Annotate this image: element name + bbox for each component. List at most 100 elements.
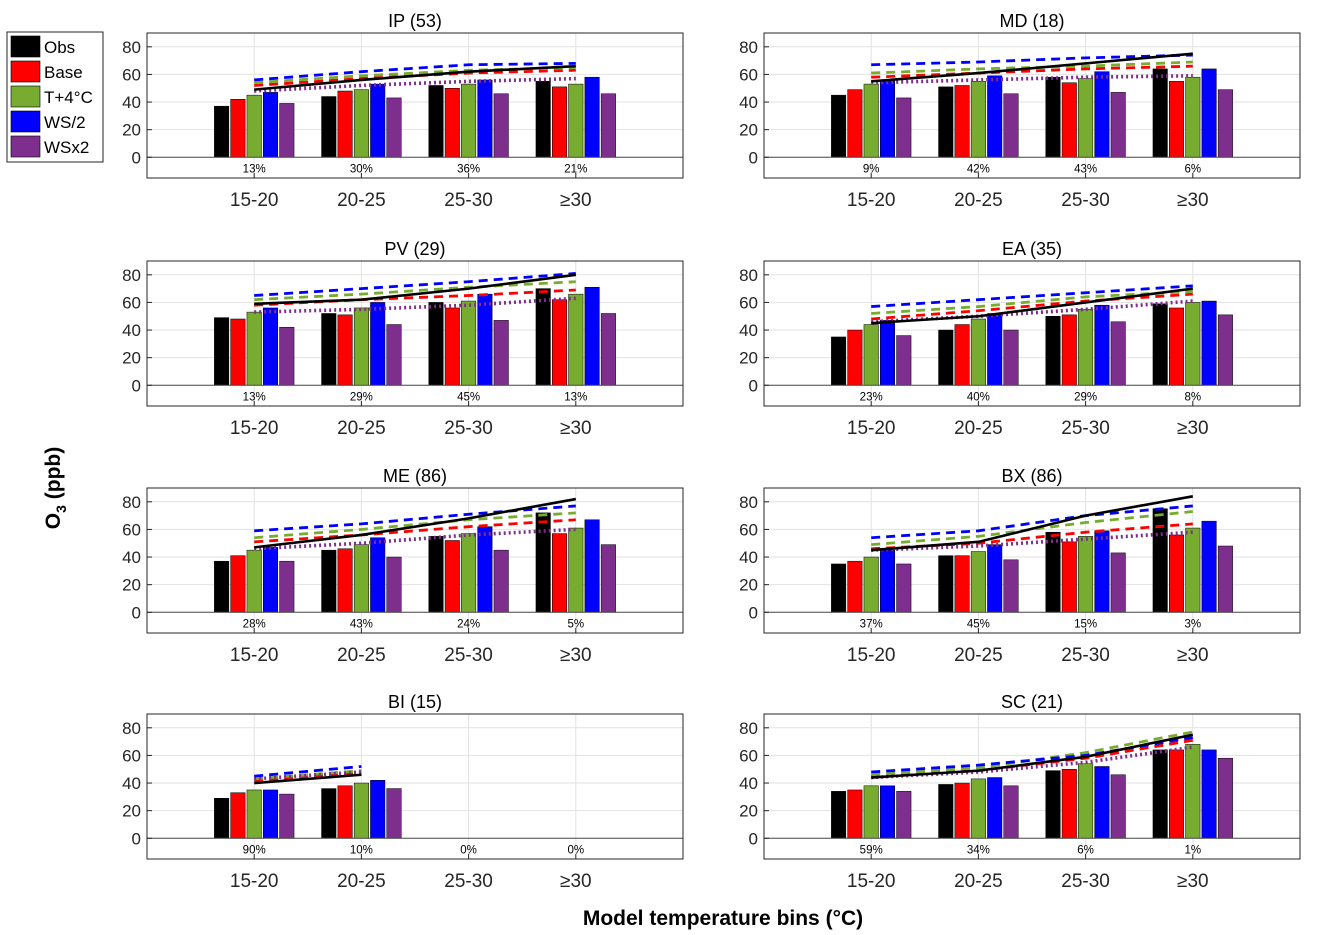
bar-0-2 — [428, 536, 444, 613]
trend-line-t4c — [871, 289, 1193, 315]
bin-percent-label: 45% — [967, 618, 990, 630]
bar-3-2 — [1094, 530, 1110, 613]
panel-7: 0 20 40 60 80 15-20 20-25 25-30 ≥30 59% 34% 6% 1% SC … — [739, 692, 1301, 892]
bar-1-1 — [337, 90, 353, 158]
bar-1-0 — [230, 555, 246, 613]
bar-4-3 — [1217, 89, 1233, 158]
bar-0-2 — [1045, 315, 1061, 386]
x-tick-label: 15-20 — [230, 871, 279, 892]
bin-percent-label: 13% — [243, 163, 266, 175]
y-tick-label: 80 — [122, 493, 141, 512]
trend-line-wsx2 — [871, 530, 1193, 552]
bar-1-1 — [337, 548, 353, 613]
bar-4-3 — [1217, 314, 1233, 386]
bar-1-0 — [847, 329, 863, 386]
bar-4-1 — [1003, 93, 1019, 158]
bar-3-3 — [1201, 68, 1217, 158]
trend-line-ws2 — [254, 504, 576, 533]
bar-4-1 — [1003, 559, 1019, 613]
bar-3-1 — [370, 537, 386, 613]
x-tick-label: ≥30 — [1177, 418, 1209, 439]
bar-1-1 — [954, 324, 970, 386]
bar-4-1 — [386, 788, 402, 839]
bar-4-0 — [279, 793, 295, 839]
bar-0-0 — [214, 797, 230, 839]
bar-4-2 — [1110, 552, 1126, 613]
bin-percent-label: 43% — [1074, 163, 1097, 175]
trend-line-t4c — [254, 511, 576, 540]
bin-percent-label: 13% — [243, 391, 266, 403]
bar-3-2 — [477, 526, 493, 613]
bar-2-0 — [246, 311, 262, 386]
trend-line-wsx2 — [254, 296, 576, 314]
axes-box — [763, 487, 1301, 634]
y-tick-label: 20 — [739, 576, 758, 595]
y-tick-label: 40 — [739, 774, 758, 793]
bar-2-1 — [353, 782, 369, 839]
bin-percent-label: 8% — [1184, 391, 1201, 403]
y-tick-label: 80 — [122, 266, 141, 285]
bar-4-1 — [386, 97, 402, 158]
bar-4-1 — [1003, 785, 1019, 839]
bar-3-1 — [370, 780, 386, 839]
bar-2-0 — [863, 556, 879, 613]
y-tick-label: 80 — [739, 719, 758, 738]
trend-line-ws2 — [871, 284, 1193, 308]
trend-line-obs — [254, 273, 576, 306]
bar-4-2 — [1110, 321, 1126, 386]
bar-1-2 — [1061, 82, 1077, 158]
bin-percent-label: 10% — [350, 844, 373, 856]
bin-percent-label: 1% — [1184, 844, 1201, 856]
bar-4-2 — [493, 549, 509, 613]
panel-title: PV (29) — [384, 239, 445, 259]
panel-title: BX (86) — [1001, 466, 1062, 486]
bar-2-1 — [970, 81, 986, 158]
bar-2-0 — [863, 83, 879, 158]
bar-2-2 — [461, 533, 477, 613]
x-tick-label: 15-20 — [847, 871, 896, 892]
panel-title: BI (15) — [388, 692, 442, 712]
bar-2-3 — [1185, 76, 1201, 158]
bar-4-3 — [600, 93, 616, 158]
legend-swatch-4 — [10, 135, 41, 158]
x-tick-label: 25-30 — [444, 645, 493, 666]
trend-line-obs — [871, 495, 1194, 552]
y-tick-label: 0 — [749, 829, 758, 848]
bar-0-2 — [1045, 770, 1061, 839]
bar-2-3 — [1185, 744, 1201, 839]
bar-2-0 — [246, 549, 262, 613]
bar-2-0 — [863, 785, 879, 839]
y-tick-label: 20 — [122, 802, 141, 821]
bar-4-1 — [386, 324, 402, 386]
bar-3-1 — [370, 83, 386, 158]
y-axis-label-subscript: 3 — [53, 505, 69, 513]
bar-2-0 — [246, 94, 262, 158]
bar-0-2 — [428, 302, 444, 386]
bar-3-0 — [263, 789, 278, 839]
trend-line-ws2 — [254, 272, 576, 297]
y-tick-label: 80 — [739, 266, 758, 285]
bar-3-1 — [370, 302, 386, 386]
trend-line-base — [254, 518, 576, 544]
bar-1-1 — [337, 314, 353, 386]
trend-line-t4c — [254, 66, 576, 85]
trend-line-base — [871, 64, 1193, 79]
bar-4-2 — [1110, 774, 1126, 839]
legend-label-0: Obs — [44, 38, 75, 57]
y-tick-label: 20 — [739, 121, 758, 140]
x-tick-label: 15-20 — [230, 418, 279, 439]
bar-1-3 — [552, 86, 567, 158]
bar-3-3 — [1201, 300, 1217, 386]
y-tick-label: 60 — [122, 746, 141, 765]
bar-4-0 — [896, 791, 912, 839]
bar-0-3 — [535, 288, 551, 386]
x-tick-label: 15-20 — [847, 190, 896, 211]
bar-0-3 — [1152, 303, 1168, 386]
bar-4-0 — [279, 560, 295, 613]
trend-line-ws2 — [871, 53, 1193, 67]
bar-4-3 — [1217, 757, 1233, 839]
bar-0-0 — [214, 105, 230, 158]
bar-3-2 — [477, 79, 493, 158]
bar-2-1 — [970, 778, 986, 839]
x-tick-label: 15-20 — [230, 645, 279, 666]
